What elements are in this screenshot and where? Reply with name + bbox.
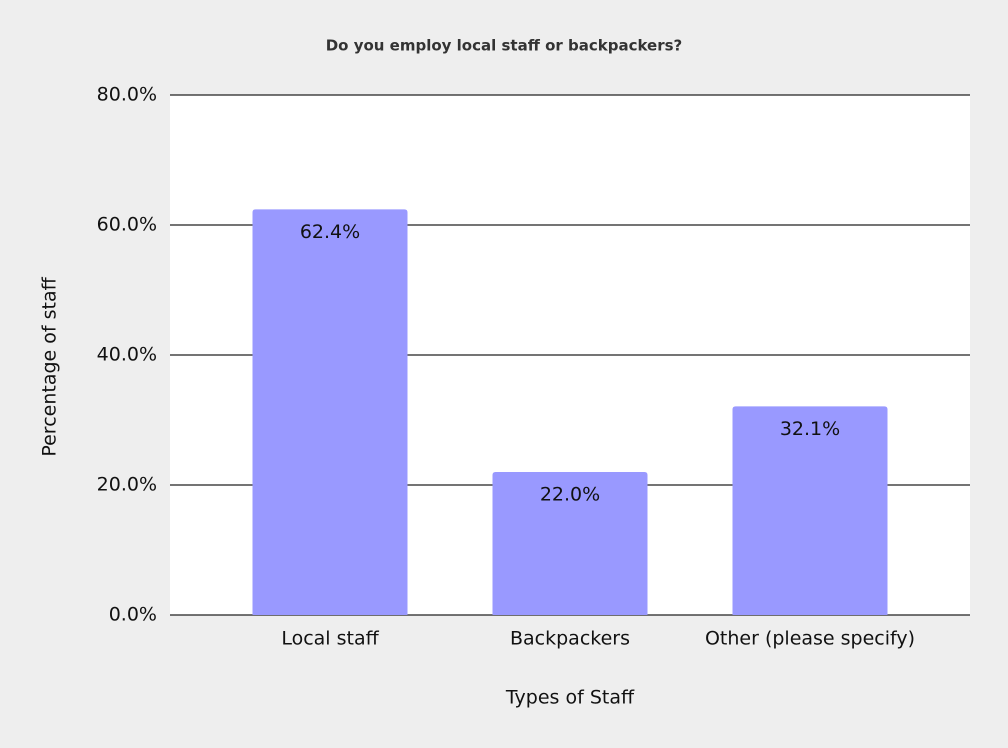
x-tick-label: Other (please specify) <box>705 628 915 650</box>
y-tick-label: 80.0% <box>97 84 157 106</box>
x-axis-label: Types of Staff <box>505 687 635 709</box>
data-label: 32.1% <box>780 418 840 440</box>
bar <box>252 209 408 615</box>
y-axis-label: Percentage of staff <box>39 276 61 456</box>
chart-title: Do you employ local staff or backpackers… <box>326 37 683 55</box>
x-tick-label: Backpackers <box>510 628 630 650</box>
x-tick-label: Local staff <box>281 628 379 650</box>
y-tick-label: 40.0% <box>97 344 157 366</box>
bar <box>732 406 888 615</box>
data-label: 62.4% <box>300 221 360 243</box>
y-tick-label: 20.0% <box>97 474 157 496</box>
y-tick-label: 60.0% <box>97 214 157 236</box>
data-label: 22.0% <box>540 484 600 506</box>
y-tick-label: 0.0% <box>109 604 157 626</box>
bar <box>492 472 648 615</box>
